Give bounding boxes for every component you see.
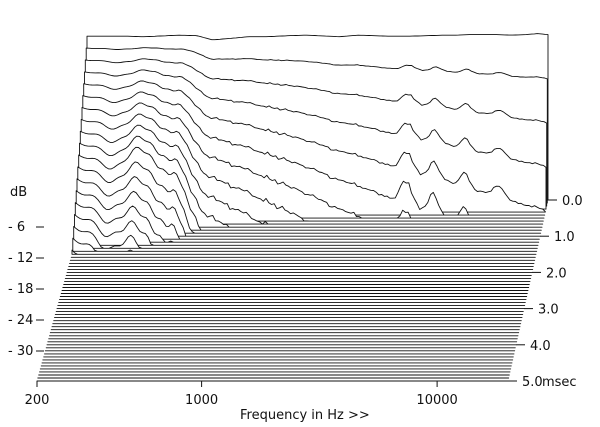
time-tick-label: 0.0	[562, 194, 583, 209]
y-axis-ticks: - 6 - 12 - 18 - 24 - 30	[8, 220, 44, 359]
y-tick-label: - 18	[8, 282, 33, 297]
time-axis-ticks: 0.0 1.0 2.0 3.0 4.0 5.0	[508, 194, 583, 390]
y-tick-label: - 24	[8, 313, 33, 328]
time-axis-unit-label: msec	[542, 375, 577, 390]
time-tick-label: 1.0	[554, 230, 575, 245]
time-tick-label: 2.0	[546, 266, 567, 281]
time-tick-label: 3.0	[538, 303, 559, 318]
y-tick-label: - 30	[8, 344, 33, 359]
x-axis-label: Frequency in Hz >>	[240, 408, 370, 423]
y-tick-label: - 6	[8, 220, 25, 235]
y-tick-label: - 12	[8, 251, 33, 266]
x-tick-label: 200	[25, 393, 50, 408]
waterfall-slices	[37, 34, 548, 381]
time-tick-label: 4.0	[530, 339, 551, 354]
x-axis-ticks: 200 1000 10000	[25, 381, 458, 408]
time-tick-label: 5.0	[522, 375, 543, 390]
x-tick-label: 1000	[185, 393, 218, 408]
decay-slice	[72, 250, 536, 254]
x-tick-label: 10000	[416, 393, 457, 408]
y-axis-label: dB	[10, 185, 27, 200]
